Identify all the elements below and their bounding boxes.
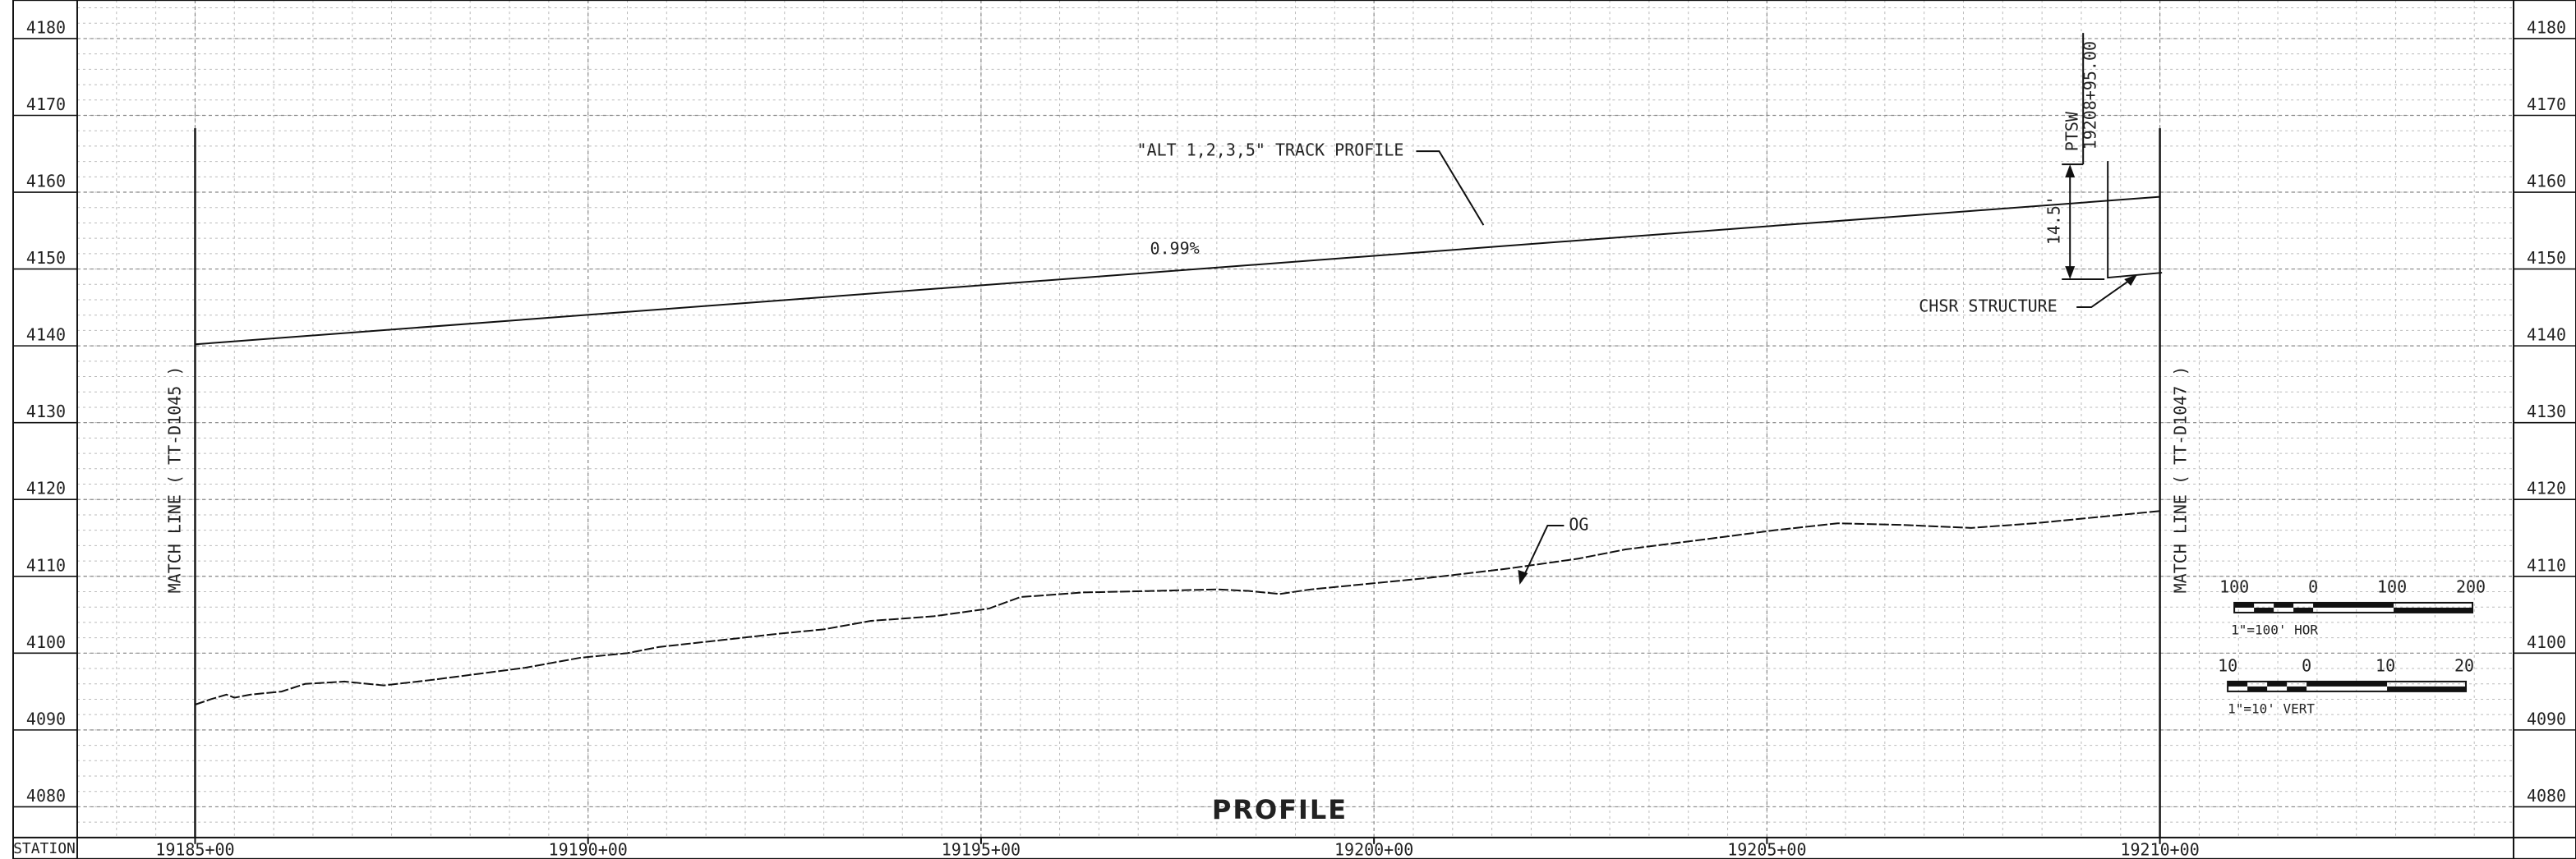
og-leader [1520,524,1564,582]
structure-label: CHSR STRUCTURE [1919,296,2057,316]
structure-leader [2076,275,2136,309]
scale-caption: 1"=10' VERT [2228,701,2315,716]
track-label: "ALT 1,2,3,5" TRACK PROFILE [1137,140,1404,160]
scale-block [2293,607,2314,613]
y-tick-label: 4100 [26,632,66,652]
og-label: OG [1569,514,1588,534]
ptsw-label: PTSW [2062,111,2082,151]
scale-block [2274,602,2294,608]
arrow-head [2065,164,2076,178]
scale-block [2267,681,2288,687]
arrow-head [2065,266,2076,280]
scale-block [2313,602,2394,608]
arrow-head [1518,569,1528,585]
y-tick-label: 4160 [26,172,66,191]
y-tick-label: 4180 [26,17,66,37]
x-tick-label: 19195+00 [942,839,1021,859]
y-tick-label: 4120 [2527,479,2566,498]
scale-block [2287,686,2307,691]
match-line-left: MATCH LINE ( TT-D1045 ) [164,366,184,594]
scale-block [2234,602,2255,608]
ptsw-station: 19208+95.00 [2081,41,2100,149]
grade-label: 0.99% [1150,238,1199,259]
scale-label: 100 [2377,576,2407,596]
y-tick-label: 4080 [2527,786,2566,806]
y-tick-label: 4090 [2527,709,2566,728]
y-tick-label: 4150 [2527,248,2566,268]
scale-label: 0 [2308,576,2318,596]
track-leader [1416,150,1485,226]
x-tick-label: 19205+00 [1727,839,1806,859]
scale-label: 100 [2219,576,2249,596]
scale-block [2387,686,2467,691]
station-label: STATION [13,840,76,857]
ground-line [195,510,2160,705]
x-tick-label: 19185+00 [155,839,234,859]
x-tick-label: 19210+00 [2120,839,2199,859]
y-tick-label: 4140 [2527,325,2566,345]
clearance-label: 14.5' [2044,195,2064,245]
scale-block [2247,686,2268,691]
vert-scale: 10 0 10 20 1"=10' VERT [2218,655,2474,716]
scale-label: 20 [2454,655,2474,675]
track-profile [195,195,2160,346]
y-tick-label: 4110 [26,555,66,575]
scale-label: 200 [2456,576,2486,596]
y-tick-label: 4110 [2527,555,2566,575]
y-tick-label: 4170 [2527,94,2566,114]
scale-block [2254,607,2274,613]
y-tick-label: 4170 [26,94,66,114]
match-line-right: MATCH LINE ( TT-D1047 ) [2171,366,2191,594]
y-tick-label: 4090 [26,709,66,728]
scale-label: 10 [2218,655,2237,675]
scale-label: 0 [2302,655,2311,675]
scale-caption: 1"=100' HOR [2231,622,2318,637]
y-tick-label: 4180 [2527,17,2566,37]
y-tick-label: 4130 [26,402,66,421]
x-tick-label: 19190+00 [549,839,628,859]
scale-block [2228,681,2248,687]
y-tick-label: 4080 [26,786,66,806]
scale-block [2306,681,2388,687]
y-tick-label: 4150 [26,248,66,268]
y-tick-label: 4130 [2527,402,2566,421]
scale-block [2394,607,2473,613]
y-tick-label: 4140 [26,325,66,345]
arrow-head [2124,274,2138,287]
x-tick-label: 19200+00 [1334,839,1413,859]
y-tick-label: 4160 [2527,172,2566,191]
scale-label: 10 [2376,655,2395,675]
hor-scale: 100 0 100 200 1"=100' HOR [2219,576,2486,637]
y-tick-label: 4100 [2527,632,2566,652]
drawing-title: PROFILE [1212,794,1348,825]
y-tick-label: 4120 [26,479,66,498]
